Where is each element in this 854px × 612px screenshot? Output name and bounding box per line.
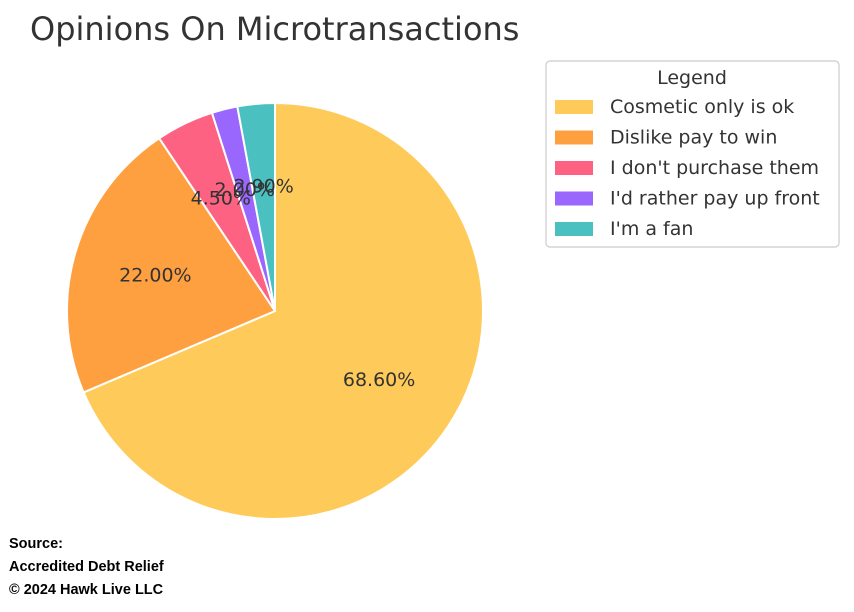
source-line-1: Accredited Debt Relief [9,559,164,575]
legend-label-3: I'd rather pay up front [610,188,820,210]
legend-label-0: Cosmetic only is ok [610,96,794,118]
source-line-2: © 2024 Hawk Live LLC [9,582,164,598]
chart-title: Opinions On Microtransactions [30,10,519,48]
legend-label-4: I'm a fan [610,218,693,240]
legend-label-2: I don't purchase them [610,157,819,179]
pie-label-1: 22.00% [119,264,191,286]
legend-swatch-0 [555,100,593,114]
pie-slice-1 [66,137,276,394]
pie-slice-4 [236,102,276,312]
legend-frame [545,60,840,248]
pie-label-3: 2.00% [215,179,275,201]
legend-swatch-2 [555,161,593,175]
source-note: Source: Accredited Debt Relief © 2024 Ha… [9,533,164,602]
pie-chart: Opinions On Microtransactions 68.60% 22.0… [30,10,840,520]
legend-swatch-1 [555,130,593,145]
legend-swatch-3 [555,191,593,206]
legend-label-1: Dislike pay to win [610,127,777,149]
pie-slices [66,102,484,520]
legend-items: Cosmetic only is ok Dislike pay to win I d… [555,96,820,240]
pie-labels: 68.60% 22.00% 4.50%2.00%2.90% [119,176,415,391]
pie-label-4: 2.90% [233,176,293,198]
pie-label-2: 4.50% [191,188,251,210]
pie-slice-0 [82,102,484,520]
legend: Legend Cosmetic only is ok Dislike pay to… [545,60,840,248]
legend-title: Legend [657,67,727,89]
pie-label-0: 68.60% [343,369,415,391]
source-heading: Source: [9,536,63,552]
legend-swatch-4 [555,222,593,236]
